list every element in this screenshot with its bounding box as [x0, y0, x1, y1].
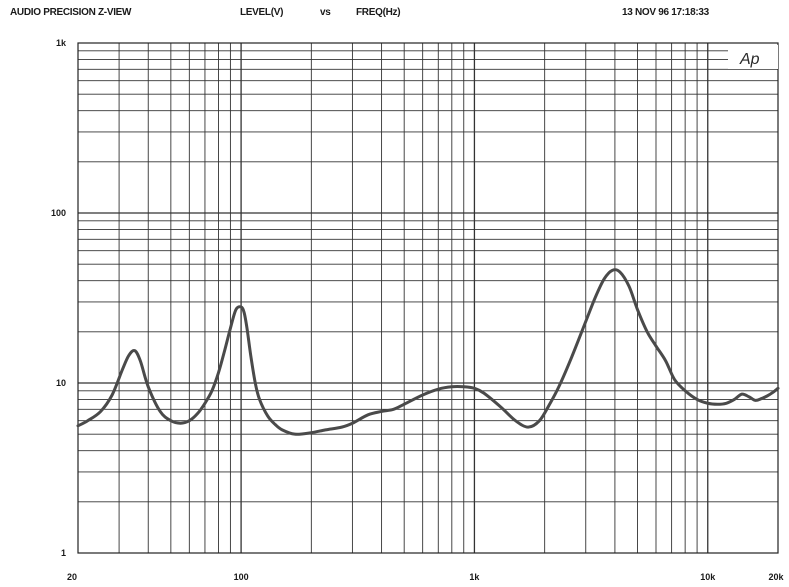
- plot-frame: [77, 42, 779, 554]
- x-tick-label: 1k: [469, 572, 480, 582]
- y-tick-label: 100: [51, 208, 66, 218]
- x-tick-label: 100: [234, 572, 249, 582]
- ap-logo-text: Ap: [739, 51, 760, 68]
- y-tick-label: 1: [61, 548, 66, 558]
- series-layer: [76, 268, 780, 436]
- chart-header-title: AUDIO PRECISION Z-VIEW: [10, 7, 132, 18]
- y-quantity-label: LEVEL(V): [240, 7, 284, 18]
- y-tick-label: 1k: [56, 38, 67, 48]
- x-tick-label: 20: [67, 572, 77, 582]
- grid: [78, 43, 778, 553]
- timestamp: 13 NOV 96 17:18:33: [622, 7, 709, 18]
- vs-label: vs: [320, 7, 331, 18]
- x-quantity-label: FREQ(Hz): [356, 7, 401, 18]
- y-tick-label: 10: [56, 378, 66, 388]
- ap-logo: Ap: [728, 45, 778, 69]
- x-tick-label: 10k: [700, 572, 716, 582]
- tick-labels: 20 100 1k 10k 20k 1 10 100 1k: [51, 38, 785, 582]
- x-tick-label: 20k: [768, 572, 784, 582]
- impedance-curve: [76, 268, 780, 436]
